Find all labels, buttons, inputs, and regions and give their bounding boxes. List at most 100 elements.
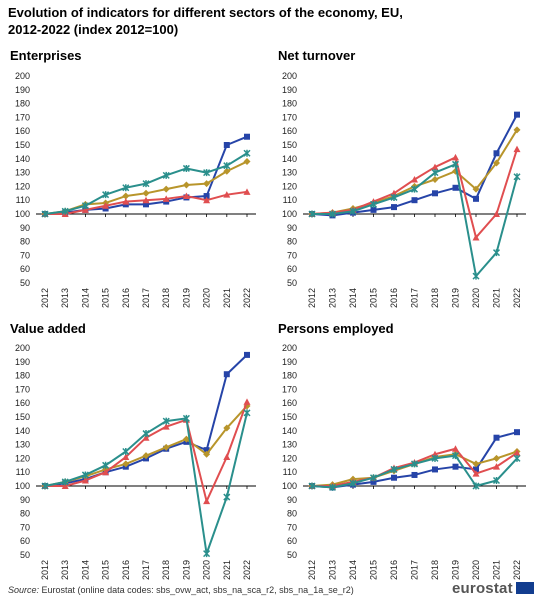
x-tick-label: 2017	[141, 560, 151, 580]
y-tick-label: 170	[282, 112, 297, 122]
y-tick-label: 80	[20, 237, 30, 247]
data-point-red	[203, 196, 211, 204]
data-point-teal	[223, 493, 231, 501]
x-tick-label: 2020	[202, 560, 212, 580]
y-tick-label: 120	[282, 181, 297, 191]
data-point-teal	[492, 249, 501, 257]
data-point-teal	[61, 478, 69, 486]
y-tick-label: 190	[282, 357, 297, 367]
y-tick-label: 130	[282, 440, 297, 450]
data-point-gold	[142, 452, 150, 460]
y-tick-label: 140	[15, 426, 30, 436]
y-tick-label: 200	[282, 71, 297, 81]
y-tick-label: 70	[20, 522, 30, 532]
data-point-teal	[162, 417, 170, 425]
x-tick-label: 2022	[242, 288, 252, 308]
data-point-red	[223, 453, 231, 461]
y-tick-label: 50	[20, 550, 30, 560]
x-tick-label: 2012	[40, 288, 50, 308]
data-point-teal	[431, 454, 439, 462]
data-point-teal	[308, 482, 316, 490]
data-point-gold	[223, 424, 231, 432]
data-point-teal	[308, 210, 316, 218]
data-point-teal	[142, 430, 150, 438]
data-point-teal	[102, 461, 110, 469]
eurostat-logo: eurostat	[452, 580, 513, 597]
data-point-blue	[473, 195, 479, 202]
x-tick-label: 2018	[430, 288, 440, 308]
x-tick-label: 2021	[492, 560, 502, 580]
data-point-blue	[493, 150, 500, 157]
y-tick-label: 200	[15, 343, 30, 353]
data-point-teal	[390, 465, 398, 473]
data-point-blue	[411, 471, 418, 478]
data-point-gold	[122, 460, 130, 468]
series-line-red	[311, 148, 518, 239]
y-tick-label: 80	[287, 509, 297, 519]
y-tick-label: 80	[20, 509, 30, 519]
data-point-teal	[223, 162, 231, 170]
x-tick-label: 2012	[40, 560, 50, 580]
chart-panel-4: Persons employed 50 60 70 80 90 100 110 120 130 14…	[278, 321, 526, 580]
data-point-red	[513, 145, 521, 153]
data-point-teal	[203, 550, 211, 558]
data-point-teal	[182, 164, 190, 172]
x-tick-label: 2018	[161, 288, 171, 308]
data-point-red	[203, 497, 211, 505]
y-tick-label: 150	[15, 140, 30, 150]
y-tick-label: 100	[282, 481, 297, 491]
series-line-gold	[44, 405, 248, 487]
y-tick-label: 160	[15, 398, 30, 408]
y-tick-label: 170	[282, 384, 297, 394]
data-point-teal	[472, 482, 480, 490]
y-tick-label: 130	[282, 168, 297, 178]
data-point-red	[452, 153, 459, 161]
data-point-teal	[328, 483, 337, 491]
x-tick-label: 2019	[181, 288, 191, 308]
y-tick-label: 60	[20, 536, 30, 546]
data-point-blue	[223, 371, 230, 378]
data-point-red	[431, 163, 439, 171]
x-tick-label: 2022	[512, 560, 522, 580]
data-point-red	[122, 198, 130, 205]
data-point-gold	[182, 181, 190, 189]
x-tick-label: 2017	[141, 288, 151, 308]
data-point-teal	[162, 171, 170, 179]
y-tick-label: 150	[15, 412, 30, 422]
data-point-red	[513, 449, 521, 456]
y-tick-label: 100	[15, 481, 30, 491]
y-tick-label: 140	[15, 154, 30, 164]
y-tick-label: 120	[15, 181, 30, 191]
panel-title: Enterprises	[10, 48, 82, 63]
y-tick-label: 100	[282, 209, 297, 219]
data-point-gold	[182, 435, 190, 443]
y-tick-label: 180	[282, 371, 297, 381]
y-tick-label: 70	[287, 522, 297, 532]
data-point-blue	[391, 204, 397, 211]
x-tick-label: 2021	[222, 560, 232, 580]
y-tick-label: 60	[287, 536, 297, 546]
chart-panel-3: Value added 50 60 70 80 90 100 110 120 130 140 150 1…	[10, 321, 256, 580]
data-point-blue	[432, 190, 438, 197]
data-point-teal	[369, 474, 378, 482]
y-tick-label: 50	[20, 278, 30, 288]
data-point-teal	[410, 460, 419, 468]
x-tick-label: 2022	[242, 560, 252, 580]
y-tick-label: 190	[15, 85, 30, 95]
x-tick-label: 2014	[348, 560, 358, 580]
data-point-teal	[122, 184, 130, 192]
data-point-red	[182, 192, 190, 200]
data-point-teal	[243, 409, 251, 417]
x-tick-label: 2017	[410, 560, 420, 580]
data-point-gold	[162, 443, 170, 451]
data-point-teal	[513, 173, 521, 181]
y-tick-label: 160	[15, 126, 30, 136]
data-point-gold	[513, 126, 521, 134]
data-point-teal	[41, 482, 49, 490]
data-point-teal	[349, 479, 357, 487]
x-tick-label: 2014	[80, 288, 90, 308]
data-point-teal	[61, 207, 69, 215]
data-point-blue	[143, 201, 149, 208]
data-point-gold	[203, 450, 211, 458]
y-tick-label: 90	[287, 495, 297, 505]
